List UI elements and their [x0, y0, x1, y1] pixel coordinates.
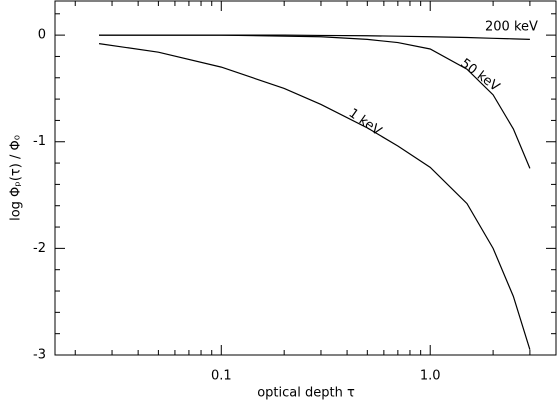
x-tick-label: 1.0 [420, 369, 441, 384]
y-tick-label: 0 [38, 28, 46, 43]
line-series [99, 34, 530, 40]
y-tick-label: -2 [33, 241, 46, 256]
curve-label: 200 keV [485, 20, 538, 35]
line-series [99, 34, 531, 169]
y-tick-label: -3 [33, 348, 46, 363]
plot-frame [54, 0, 557, 356]
y-axis-title: log Φₚ(τ) / Φ₀ [9, 135, 24, 221]
x-axis-title: optical depth τ [257, 386, 355, 401]
curve-label: 1 keV [346, 106, 384, 139]
x-tick-label: 0.1 [211, 369, 232, 384]
y-tick-label: -1 [33, 134, 46, 149]
curve-label: 50 keV [457, 56, 502, 95]
line-series [98, 43, 531, 350]
